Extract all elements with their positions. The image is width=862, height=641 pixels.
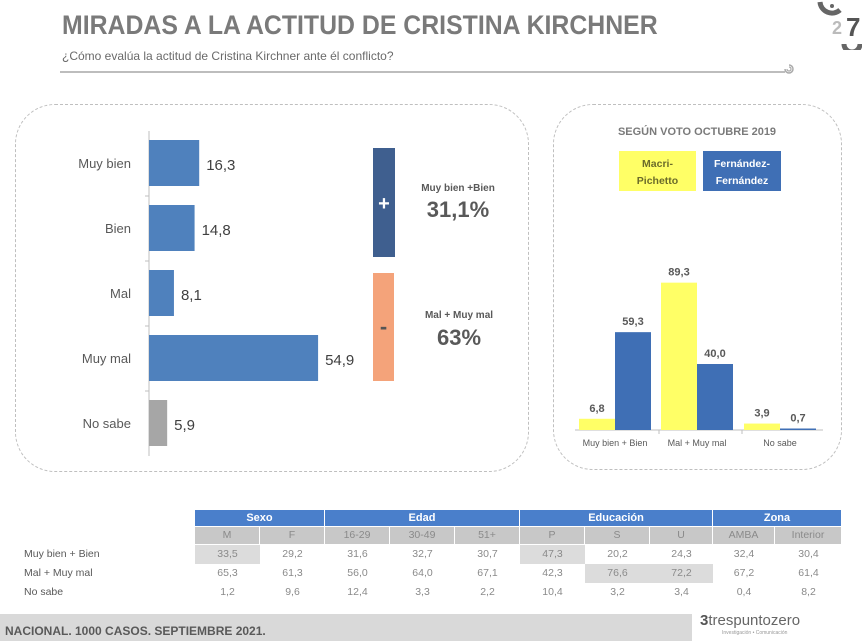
brand-tagline: Investigación • Comunicación: [722, 630, 788, 636]
svg-text:7: 7: [846, 12, 860, 42]
table-row-label: No sabe: [24, 586, 64, 598]
category-label: Muy mal: [82, 351, 131, 366]
table-cell: 67,1: [477, 567, 498, 579]
table-cell: 3,2: [610, 586, 625, 598]
positive-summary-label: Muy bien +Bien: [421, 183, 495, 194]
table-cell: 30,4: [798, 548, 819, 560]
table-cell: 61,3: [282, 567, 303, 579]
brand-logo: 3trespuntozero: [700, 612, 800, 629]
table-column-header: Interior: [775, 527, 842, 544]
table-column-header: S: [585, 527, 650, 544]
title-divider: [60, 71, 785, 73]
table-cell: 8,2: [801, 586, 816, 598]
table-cell: 56,0: [347, 567, 368, 579]
page-title: MIRADAS A LA ACTITUD DE CRISTINA KIRCHNE…: [62, 10, 658, 40]
negative-summary-label: Mal + Muy mal: [425, 310, 493, 321]
table-cell: 1,2: [220, 586, 235, 598]
table-cell: 61,4: [798, 567, 819, 579]
negative-summary-value: 63%: [437, 325, 481, 350]
table-cell: 64,0: [412, 567, 433, 579]
category-label: Bien: [105, 221, 131, 236]
swirl-icon: [784, 64, 794, 74]
table-cell: 9,6: [285, 586, 300, 598]
page-subtitle: ¿Cómo evalúa la actitud de Cristina Kirc…: [62, 49, 394, 63]
table-group-header: Zona: [713, 510, 842, 526]
table-cell: 24,3: [671, 548, 692, 560]
vote-panel: [553, 104, 842, 470]
table-column-header: P: [520, 527, 585, 544]
table-cell: 31,6: [347, 548, 368, 560]
table-column-header: 30-49: [390, 527, 455, 544]
corner-logo-icon: 2 7: [817, 1, 862, 50]
bar-bien: [149, 205, 195, 251]
table-cell: 3,4: [674, 586, 689, 598]
table-column-header: U: [650, 527, 713, 544]
table-cell: 29,2: [282, 548, 303, 560]
value-label: 8,1: [181, 287, 202, 304]
table-cell: 32,7: [412, 548, 433, 560]
negative-summary-block: [373, 273, 394, 381]
table-cell: 42,3: [542, 567, 563, 579]
table-cell: 33,5: [195, 545, 260, 564]
positive-summary-block: [373, 148, 395, 257]
table-column-header: F: [260, 527, 325, 544]
table-cell: 3,3: [415, 586, 430, 598]
table-cell: 12,4: [347, 586, 368, 598]
bar-muy-mal: [149, 335, 319, 381]
table-group-header: Educación: [520, 510, 713, 526]
table-cell: 0,4: [736, 586, 752, 598]
value-label: 16,3: [206, 157, 235, 174]
brand-name: trespuntozero: [708, 612, 801, 629]
category-label: Mal: [110, 286, 131, 301]
table-column-header: M: [195, 527, 260, 544]
svg-text:2: 2: [832, 18, 842, 38]
table-group-header: Sexo: [195, 510, 325, 526]
table-column-header: 16-29: [325, 527, 390, 544]
value-label: 54,9: [325, 352, 354, 369]
bar-no-sabe: [149, 400, 168, 446]
table-cell: 67,2: [733, 567, 755, 579]
brand-three-icon: 3: [700, 612, 709, 629]
footer-band: [0, 614, 692, 641]
value-label: 5,9: [174, 417, 195, 434]
table-cell: 47,3: [520, 545, 585, 564]
table-row-label: Mal + Muy mal: [24, 567, 93, 579]
value-label: 14,8: [202, 222, 231, 239]
category-label: Muy bien: [78, 156, 131, 171]
footer-text: NACIONAL. 1000 CASOS. SEPTIEMBRE 2021.: [5, 624, 266, 638]
category-label: No sabe: [83, 416, 131, 431]
table-cell: 76,6: [585, 564, 650, 583]
table-cell: 32,4: [733, 548, 755, 560]
table-cell: 2,2: [480, 586, 495, 598]
table-column-header: AMBA: [713, 527, 775, 544]
overall-panel: [15, 104, 529, 472]
positive-symbol: +: [378, 193, 390, 215]
table-column-header: 51+: [455, 527, 520, 544]
table-row-label: Muy bien + Bien: [24, 548, 100, 560]
positive-summary-value: 31,1%: [427, 197, 489, 222]
negative-symbol: -: [380, 314, 387, 339]
bar-mal: [149, 270, 174, 316]
table-cell: 10,4: [542, 586, 563, 598]
table-cell: 20,2: [607, 548, 628, 560]
bar-muy-bien: [149, 140, 200, 186]
table-cell: 65,3: [217, 567, 238, 579]
table-cell: 72,2: [650, 564, 713, 583]
table-group-header: Edad: [325, 510, 520, 526]
table-cell: 30,7: [477, 548, 498, 560]
